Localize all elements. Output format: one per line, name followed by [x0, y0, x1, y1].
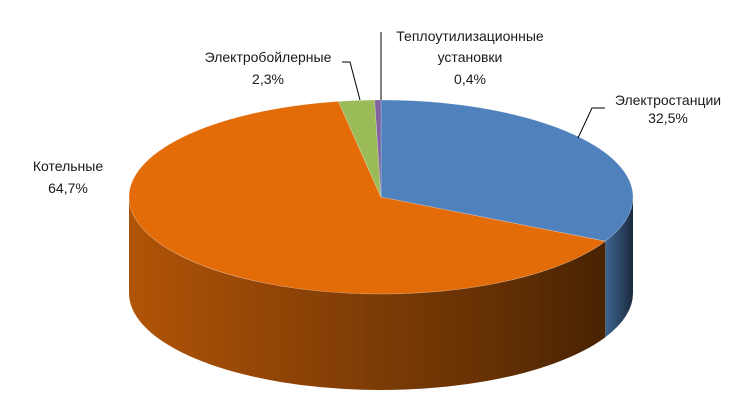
pie-side-электростанции	[605, 197, 633, 338]
leader-line-electro	[577, 107, 605, 139]
pie-slices	[128, 99, 634, 391]
pie-side-котельные	[129, 197, 606, 391]
leader-line-boiler	[342, 61, 361, 101]
data-label-boilerhouses-value: 64,7%	[48, 180, 88, 196]
leader-lines	[342, 32, 605, 139]
data-label-electrostations-value: 32,5%	[648, 110, 688, 126]
data-label-electroboiler-name: Электробойлерные	[205, 49, 332, 65]
data-label-heatrecovery-name-1: Теплоутилизационные	[396, 28, 544, 44]
data-label-electrostations-name: Электростанции	[615, 92, 721, 108]
data-label-electroboiler-value: 2,3%	[252, 71, 284, 87]
pie-slice-электростанции	[380, 99, 634, 242]
data-label-heatrecovery-name-2: установки	[438, 49, 503, 65]
data-label-heatrecovery-value: 0,4%	[454, 71, 486, 87]
data-label-boilerhouses-name: Котельные	[33, 158, 103, 174]
pie-slice-электробойлерные	[337, 99, 382, 198]
pie-slice-котельные	[128, 101, 607, 295]
